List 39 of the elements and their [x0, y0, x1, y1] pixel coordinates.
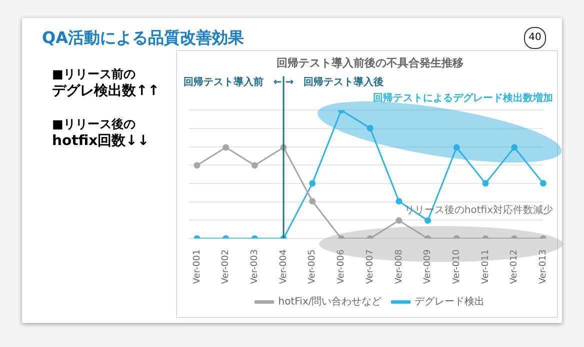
text: 40 [524, 27, 546, 49]
x-tick-label: Ver-004 [278, 249, 289, 284]
point [194, 162, 200, 169]
point [309, 180, 316, 187]
point [222, 144, 230, 151]
x-tick-label: Ver-001 [192, 249, 202, 284]
x-tick-label: Ver-011 [480, 249, 491, 284]
x-tick-label: Ver-008 [394, 249, 404, 284]
x-tick-label: Ver-009 [423, 249, 434, 284]
point [453, 144, 460, 151]
legend-label: デグレード検出 [414, 296, 485, 308]
point [482, 180, 489, 187]
point [366, 124, 374, 132]
text: ■リリース後の [52, 116, 136, 133]
text: 回帰テスト導入後 [304, 76, 384, 88]
x-tick-label: Ver-013 [538, 249, 549, 284]
point [424, 217, 432, 224]
text: ← → [273, 76, 294, 88]
text: 回帰テスト導入前 [184, 76, 264, 88]
x-tick-label: Ver-010 [452, 249, 462, 284]
point [511, 144, 518, 151]
point [309, 198, 316, 205]
text: ■リリース前の [52, 66, 136, 83]
point [540, 180, 546, 187]
chart-subtitle: 回帰テスト導入前後の不具合発生推移 [276, 56, 464, 70]
point [396, 198, 402, 205]
x-tick-label: Ver-003 [250, 249, 260, 284]
x-tick-label: Ver-012 [510, 249, 520, 284]
text: デグレ検出数↑↑ [52, 82, 160, 100]
legend-label: hotFix/問い合わせなど [278, 296, 382, 308]
x-tick-label: Ver-002 [221, 249, 232, 284]
x-tick-label: Ver-007 [365, 249, 376, 284]
text: hotfix回数↓↓ [52, 132, 150, 150]
x-tick-label: Ver-005 [308, 249, 318, 284]
point [396, 217, 402, 224]
x-tick-label: Ver-006 [336, 249, 347, 284]
text: 回帰テストによるデグレード検出数増加 [373, 92, 553, 104]
chart-title: QA活動による品質改善効果 [42, 28, 244, 49]
point [251, 162, 258, 169]
